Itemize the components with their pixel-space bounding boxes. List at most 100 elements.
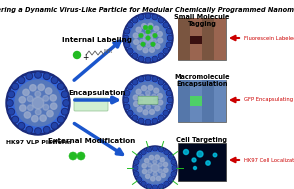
Circle shape	[44, 73, 50, 79]
Circle shape	[154, 88, 159, 93]
Circle shape	[183, 149, 188, 154]
Circle shape	[158, 80, 163, 85]
Circle shape	[128, 111, 132, 115]
Circle shape	[157, 94, 162, 98]
Bar	[190, 36, 202, 44]
Circle shape	[19, 124, 24, 128]
Circle shape	[133, 18, 138, 23]
Circle shape	[138, 155, 141, 158]
Circle shape	[163, 162, 168, 167]
Circle shape	[146, 43, 151, 47]
Circle shape	[163, 48, 168, 53]
Circle shape	[139, 15, 143, 19]
Circle shape	[153, 147, 156, 150]
Circle shape	[27, 128, 31, 132]
Circle shape	[128, 22, 133, 28]
Circle shape	[141, 24, 146, 29]
Circle shape	[133, 54, 137, 57]
Circle shape	[153, 57, 156, 61]
Circle shape	[123, 98, 128, 102]
Circle shape	[125, 105, 129, 108]
Circle shape	[7, 100, 13, 106]
Text: Fluorescein Labeled HK97 VLPs: Fluorescein Labeled HK97 VLPs	[244, 36, 294, 40]
Circle shape	[38, 84, 44, 91]
Circle shape	[139, 15, 144, 20]
Bar	[178, 80, 190, 122]
Circle shape	[36, 129, 40, 133]
Circle shape	[8, 101, 12, 105]
Circle shape	[153, 33, 157, 38]
Circle shape	[139, 152, 171, 184]
Circle shape	[35, 109, 41, 115]
Circle shape	[59, 84, 63, 89]
Circle shape	[171, 172, 176, 176]
Circle shape	[141, 150, 146, 155]
Circle shape	[146, 76, 150, 80]
Circle shape	[134, 101, 139, 106]
Circle shape	[123, 36, 128, 40]
Circle shape	[192, 158, 196, 162]
FancyBboxPatch shape	[74, 98, 108, 111]
Circle shape	[139, 57, 144, 61]
Circle shape	[130, 20, 166, 56]
Circle shape	[148, 85, 153, 90]
Bar	[190, 96, 202, 106]
Circle shape	[19, 97, 26, 103]
Circle shape	[168, 177, 173, 182]
Circle shape	[61, 91, 68, 98]
Circle shape	[151, 164, 159, 172]
Circle shape	[153, 15, 156, 19]
Circle shape	[159, 184, 163, 189]
Circle shape	[143, 33, 153, 43]
Circle shape	[152, 119, 157, 123]
Circle shape	[140, 101, 144, 106]
Circle shape	[77, 152, 85, 160]
Circle shape	[149, 109, 154, 114]
Circle shape	[12, 83, 19, 90]
Circle shape	[159, 19, 163, 22]
Circle shape	[139, 77, 144, 82]
Circle shape	[133, 115, 138, 120]
Circle shape	[51, 77, 58, 83]
Circle shape	[44, 127, 50, 133]
Circle shape	[155, 44, 160, 49]
Circle shape	[133, 95, 138, 100]
Circle shape	[23, 89, 29, 96]
Circle shape	[128, 48, 133, 53]
Circle shape	[168, 36, 173, 40]
Circle shape	[146, 120, 150, 124]
Circle shape	[137, 45, 142, 50]
Text: External Modification: External Modification	[48, 138, 136, 144]
Circle shape	[147, 147, 151, 152]
Circle shape	[167, 105, 171, 108]
Circle shape	[166, 42, 171, 47]
Circle shape	[32, 115, 38, 122]
Circle shape	[166, 29, 171, 34]
Circle shape	[63, 92, 67, 97]
Circle shape	[152, 39, 156, 44]
Text: HK97 VLP Platform: HK97 VLP Platform	[6, 140, 71, 145]
Circle shape	[128, 85, 132, 89]
Circle shape	[137, 107, 142, 112]
Bar	[214, 18, 226, 60]
Circle shape	[168, 98, 172, 102]
Circle shape	[51, 103, 57, 109]
Circle shape	[147, 184, 151, 189]
Circle shape	[149, 47, 154, 52]
Circle shape	[165, 182, 168, 185]
Circle shape	[154, 26, 159, 31]
Circle shape	[146, 119, 151, 125]
Circle shape	[146, 14, 150, 18]
Circle shape	[26, 73, 33, 79]
Text: Internal Labeling: Internal Labeling	[62, 37, 132, 43]
Circle shape	[134, 172, 139, 176]
Circle shape	[159, 185, 163, 188]
Circle shape	[172, 160, 175, 163]
Circle shape	[143, 110, 148, 115]
Circle shape	[6, 71, 70, 135]
Circle shape	[134, 160, 139, 164]
Circle shape	[64, 101, 69, 105]
Circle shape	[153, 119, 156, 123]
Circle shape	[146, 105, 151, 109]
Circle shape	[166, 104, 171, 109]
